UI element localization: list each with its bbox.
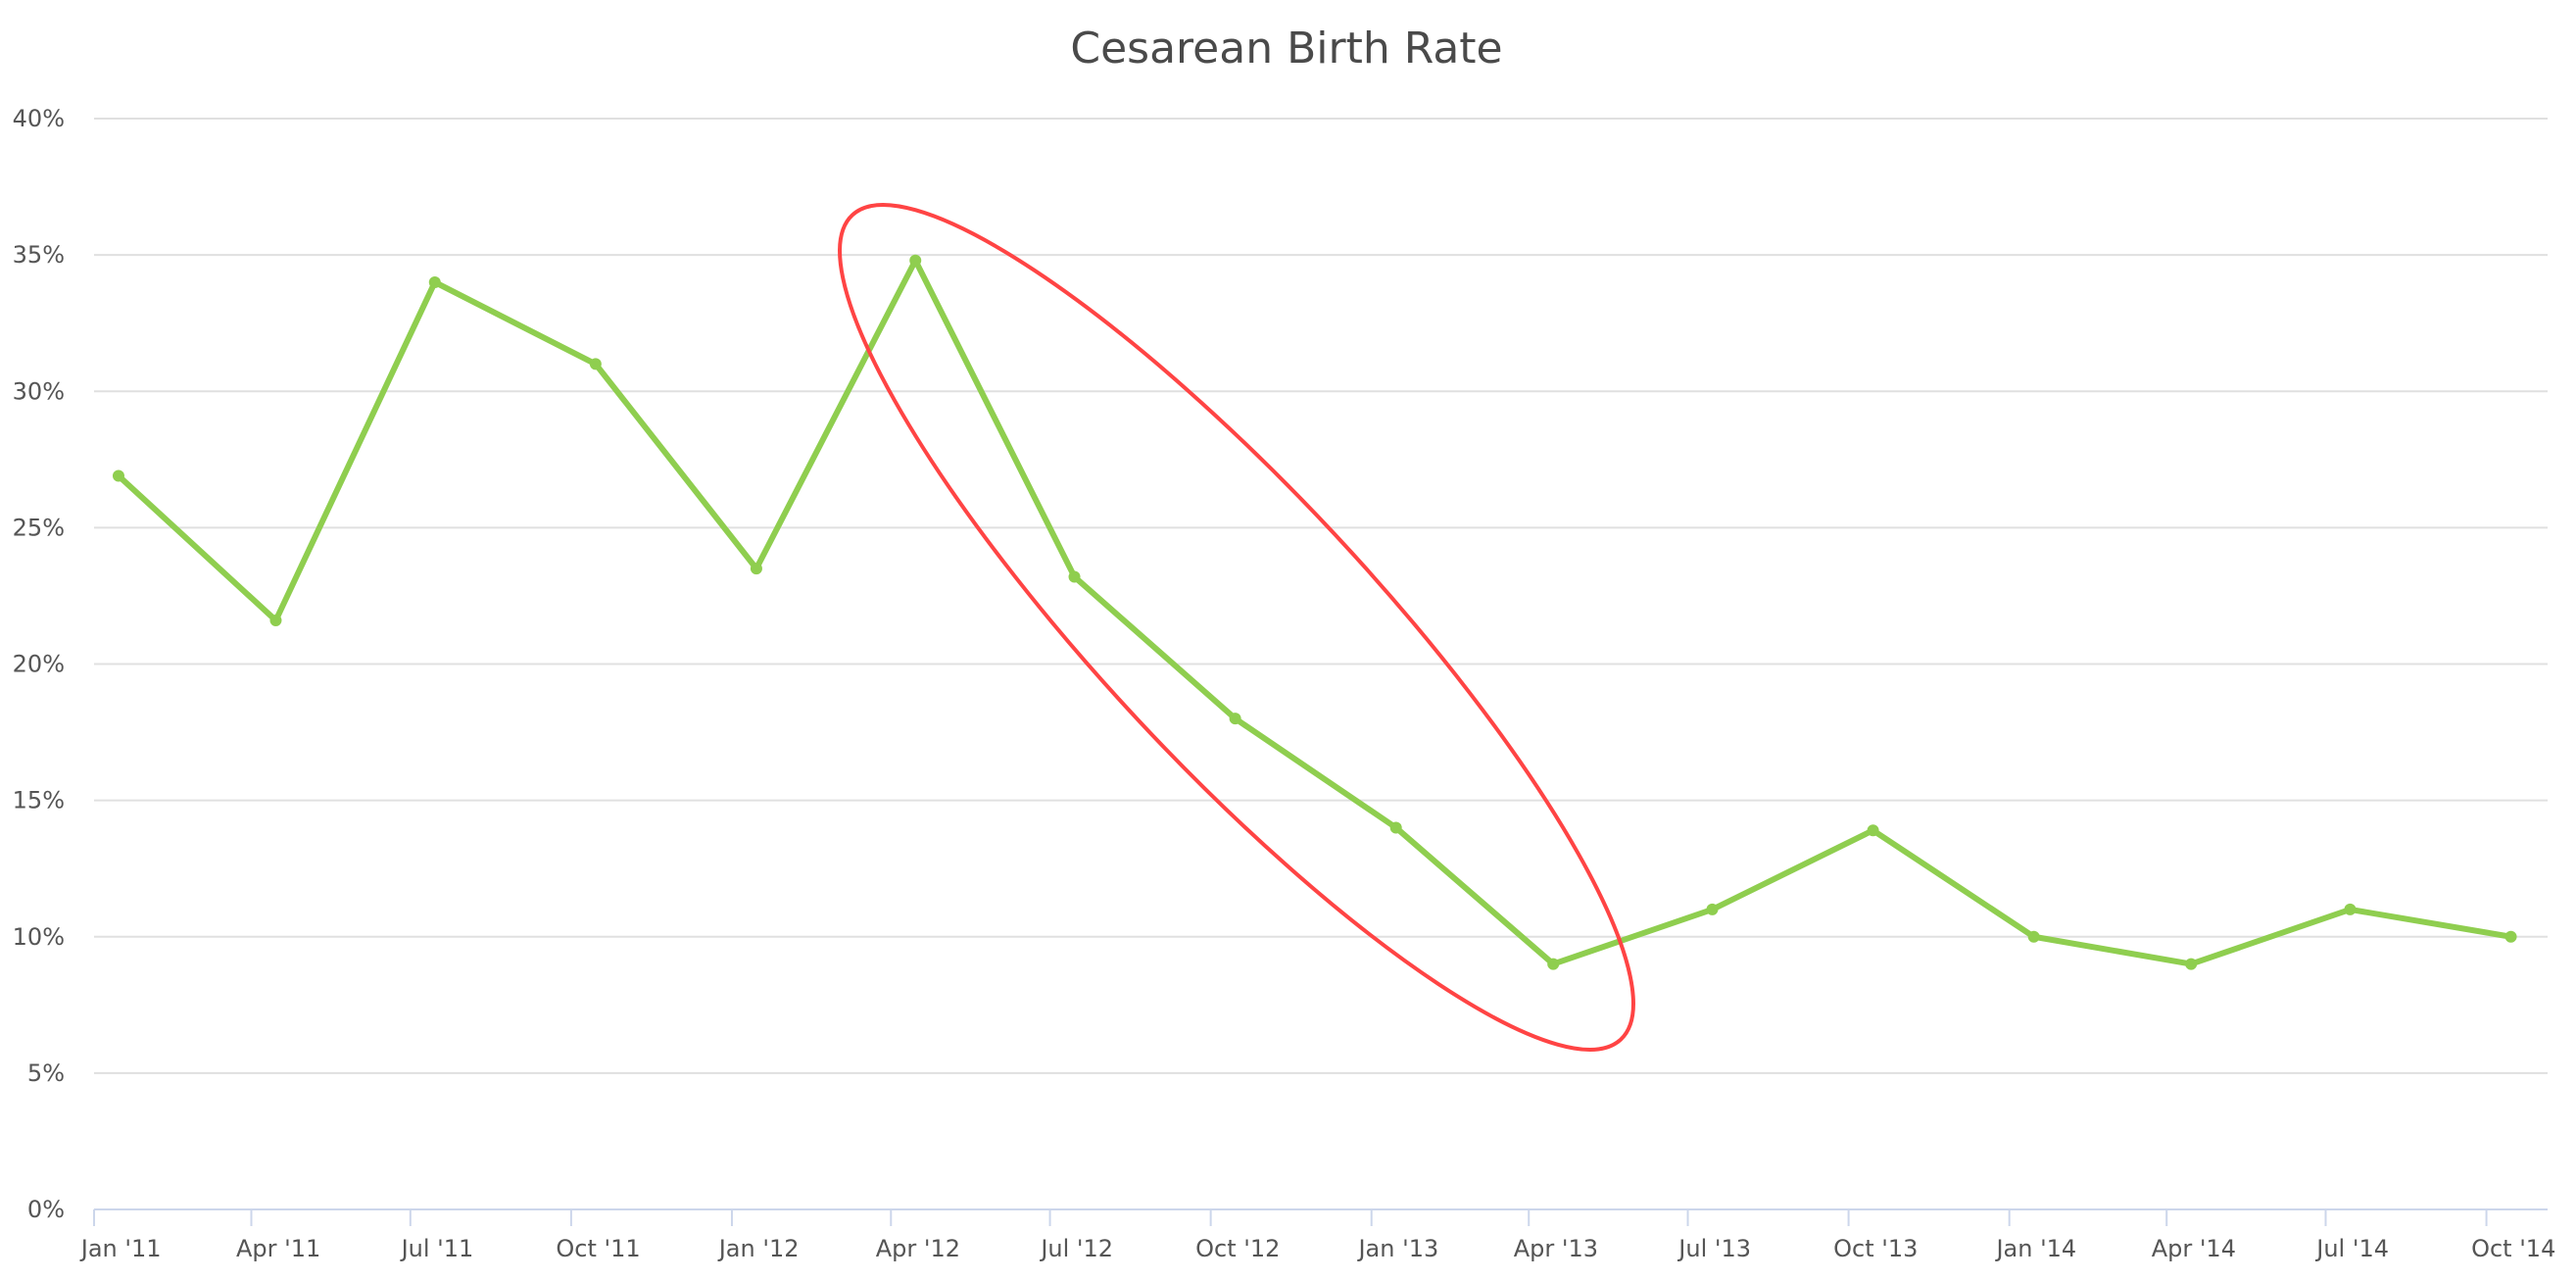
- y-tick-label: 5%: [27, 1059, 65, 1087]
- data-point: [428, 275, 441, 288]
- x-tick-label: Jul '14: [2314, 1235, 2389, 1262]
- y-tick-label: 0%: [27, 1196, 65, 1223]
- y-tick-label: 10%: [13, 923, 65, 951]
- data-point: [1229, 713, 1241, 725]
- x-tick-label: Oct '13: [1833, 1235, 1918, 1262]
- data-point: [909, 254, 922, 267]
- data-point: [1867, 824, 1879, 837]
- x-tick-label: Oct '14: [2471, 1235, 2555, 1262]
- data-point: [1547, 958, 1560, 970]
- data-point: [1068, 570, 1081, 583]
- x-tick-label: Jan '12: [717, 1235, 800, 1262]
- data-point: [2344, 903, 2357, 915]
- x-tick-label: Apr '11: [236, 1235, 320, 1262]
- y-tick-label: 20%: [13, 651, 65, 678]
- chart-title: Cesarean Birth Rate: [1070, 24, 1502, 74]
- x-tick-label: Apr '14: [2152, 1235, 2236, 1262]
- y-tick-label: 30%: [13, 377, 65, 405]
- grid-lines: [94, 118, 2548, 1210]
- data-point: [2027, 930, 2040, 943]
- x-tick-label: Apr '13: [1514, 1235, 1598, 1262]
- y-tick-label: 15%: [13, 787, 65, 814]
- data-point: [1706, 903, 1719, 915]
- data-point: [589, 358, 602, 370]
- x-tick-label: Jul '13: [1677, 1235, 1751, 1262]
- highlight-ellipse-annotation: [838, 203, 1635, 1052]
- data-point: [1389, 821, 1402, 834]
- y-tick-label: 25%: [13, 514, 65, 541]
- series-line: [116, 257, 2512, 967]
- x-tick-label: Oct '12: [1195, 1235, 1280, 1262]
- data-point: [112, 469, 124, 482]
- x-tick-label: Jul '11: [400, 1235, 474, 1262]
- x-tick-label: Oct '11: [556, 1235, 640, 1262]
- x-tick-label: Jan '13: [1356, 1235, 1438, 1262]
- x-tick-label: Apr '12: [876, 1235, 960, 1262]
- x-tick-label: Jan '14: [1994, 1235, 2076, 1262]
- x-tick-label: Jul '12: [1039, 1235, 1113, 1262]
- y-tick-label: 40%: [13, 105, 65, 132]
- x-tick-label: Jan '11: [79, 1235, 162, 1262]
- data-point: [2185, 958, 2198, 970]
- series-layer: [112, 254, 2517, 970]
- y-axis: 0% 5% 10% 15% 20% 25% 30% 35% 40%: [13, 105, 65, 1223]
- data-point: [269, 614, 282, 626]
- data-point: [750, 563, 762, 575]
- y-tick-label: 35%: [13, 241, 65, 269]
- data-point: [2504, 930, 2517, 943]
- x-axis: Jan '11 Apr '11 Jul '11 Oct '11 Jan '12 Apr '…: [79, 1209, 2555, 1262]
